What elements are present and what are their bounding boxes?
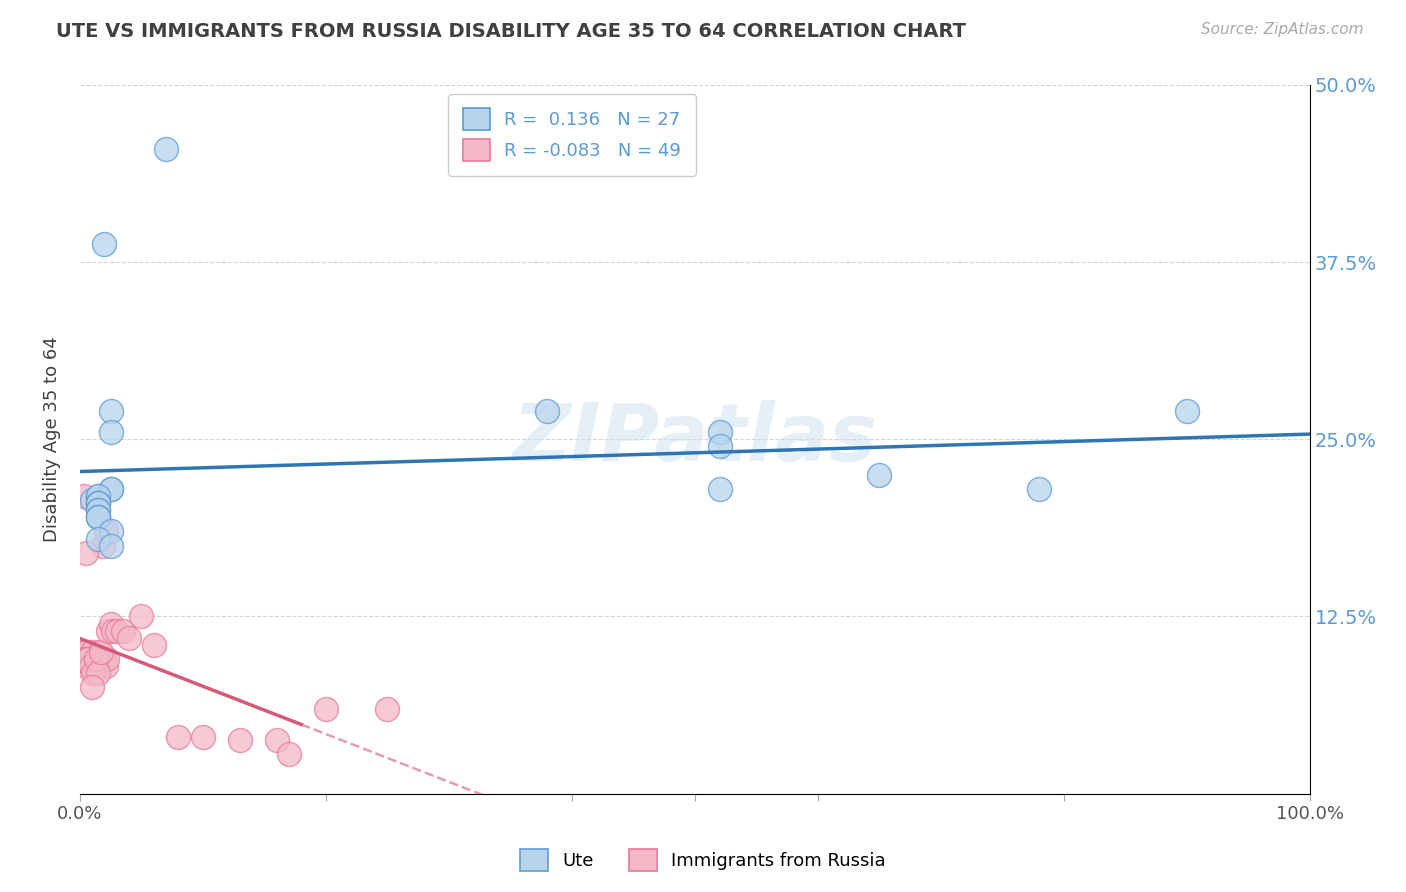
Point [72,652,94,666]
Point [87,532,110,546]
Point [93,652,115,666]
Point [91,539,114,553]
Point [72,489,94,503]
Point [87,496,110,510]
Point [72,652,94,666]
Point [87,496,110,510]
Y-axis label: Disability Age 35 to 64: Disability Age 35 to 64 [44,336,60,542]
Point [709,425,731,440]
Point [100,524,122,539]
Point [87,510,110,524]
Point [80,652,103,666]
Point [84,652,107,666]
Point [1028,482,1050,496]
Point [100,482,122,496]
Point [82,659,104,673]
Point [82,645,104,659]
Point [91,652,114,666]
Point [87,510,110,524]
Point [377,701,399,715]
Point [167,730,190,744]
Point [87,503,110,517]
Point [82,666,104,681]
Text: Source: ZipAtlas.com: Source: ZipAtlas.com [1201,22,1364,37]
Point [131,609,153,624]
Point [75,546,97,560]
Point [87,659,110,673]
Point [77,652,100,666]
Point [77,652,100,666]
Point [100,425,122,440]
Point [100,404,122,418]
Point [87,496,110,510]
Point [87,503,110,517]
Point [111,624,134,638]
Point [1175,404,1198,418]
Point [86,652,108,666]
Point [94,524,117,539]
Point [266,732,288,747]
Point [75,659,97,673]
Point [72,645,94,659]
Point [315,701,337,715]
Point [94,659,117,673]
Text: ZIPatlas: ZIPatlas [512,401,877,478]
Point [536,404,558,418]
Point [93,236,115,251]
Point [105,624,128,638]
Point [118,631,141,645]
Point [83,652,105,666]
Point [87,510,110,524]
Point [73,652,96,666]
Point [87,489,110,503]
Point [84,652,107,666]
Point [90,645,112,659]
Point [80,659,103,673]
Point [91,652,114,666]
Point [96,652,118,666]
Text: UTE VS IMMIGRANTS FROM RUSSIA DISABILITY AGE 35 TO 64 CORRELATION CHART: UTE VS IMMIGRANTS FROM RUSSIA DISABILITY… [56,22,966,41]
Point [75,652,97,666]
Point [191,730,214,744]
Point [87,666,110,681]
Point [87,489,110,503]
Legend: R =  0.136   N = 27, R = -0.083   N = 49: R = 0.136 N = 27, R = -0.083 N = 49 [449,94,696,176]
Point [89,645,111,659]
Point [100,482,122,496]
Point [278,747,301,761]
Point [709,439,731,453]
Point [97,624,120,638]
Point [82,681,104,695]
Point [229,732,252,747]
Point [90,652,112,666]
Point [82,493,104,508]
Point [76,645,98,659]
Point [100,616,122,631]
Point [100,539,122,553]
Point [79,659,101,673]
Point [142,638,165,652]
Point [155,142,177,156]
Point [101,624,124,638]
Point [709,482,731,496]
Point [868,467,890,482]
Legend: Ute, Immigrants from Russia: Ute, Immigrants from Russia [513,842,893,879]
